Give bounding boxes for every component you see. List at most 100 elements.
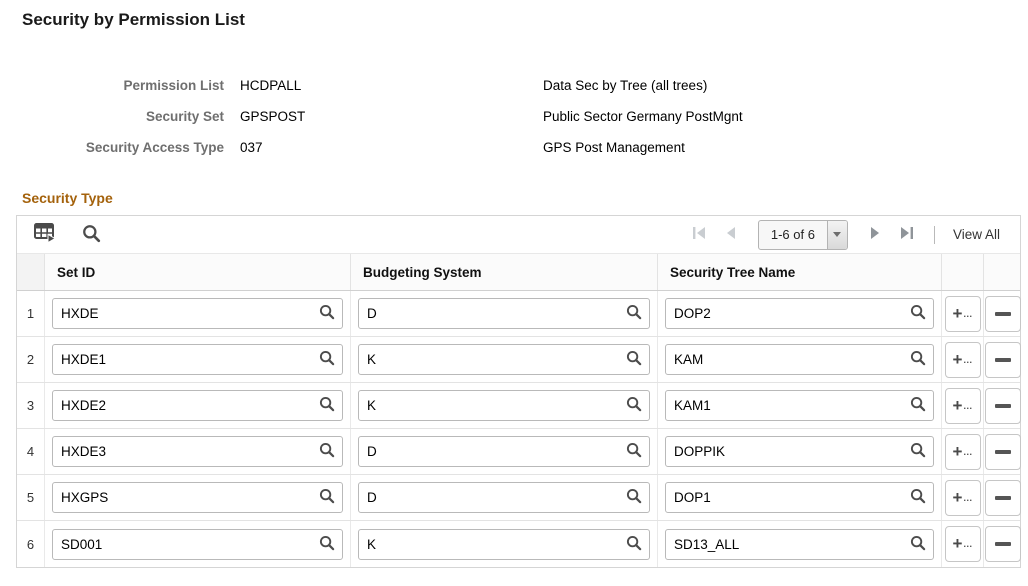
set-id-lookup-button[interactable] [313,531,341,558]
row-number: 4 [26,444,35,459]
minus-icon [995,542,1011,546]
grid-actions-button[interactable] [34,222,56,247]
set-id-input[interactable] [52,482,343,513]
add-row-button[interactable]: +... [944,526,981,562]
security-tree-name-lookup-button[interactable] [904,300,932,327]
grid-header-row: Set ID Budgeting System Security Tree Na… [17,254,1020,291]
security-tree-name-input[interactable] [665,344,934,375]
magnifier-icon [910,396,926,415]
set-id-lookup-button[interactable] [313,300,341,327]
row-number: 5 [26,490,35,505]
budgeting-system-header-label: Budgeting System [363,264,482,280]
magnifier-icon [626,304,642,323]
permission-form: Permission List HCDPALL Data Sec by Tree… [0,70,1028,163]
set-id-input[interactable] [52,528,343,560]
grid-search-button[interactable] [82,224,101,246]
last-page-button[interactable] [890,220,924,250]
first-page-button[interactable] [682,220,716,250]
permission-list-description: Data Sec by Tree (all trees) [543,78,708,93]
last-page-icon [900,227,914,242]
security-tree-name-lookup-button[interactable] [904,392,932,419]
budgeting-system-lookup-button[interactable] [620,392,648,419]
magnifier-icon [910,535,926,554]
delete-row-button[interactable] [985,295,1021,332]
row-number: 6 [26,536,35,552]
previous-page-button[interactable] [716,220,746,250]
delete-row-button[interactable] [985,341,1021,378]
set-id-lookup-button[interactable] [313,484,341,511]
security-tree-name-lookup-button[interactable] [904,531,932,558]
budgeting-system-lookup-button[interactable] [620,438,648,465]
row-number: 3 [26,398,35,413]
magnifier-icon [319,350,335,369]
magnifier-icon [626,488,642,507]
budgeting-system-lookup-button[interactable] [620,484,648,511]
table-row: 2 +... [17,337,1021,383]
set-id-lookup-button[interactable] [313,346,341,373]
delete-row-button[interactable] [985,387,1021,424]
set-id-input[interactable] [52,344,343,375]
budgeting-system-input[interactable] [358,436,650,467]
set-id-input[interactable] [52,436,343,467]
budgeting-system-input[interactable] [358,482,650,513]
delete-row-button[interactable] [985,479,1021,516]
security-access-type-description: GPS Post Management [543,140,685,155]
add-row-button[interactable]: +... [944,479,981,516]
add-row-button[interactable]: +... [944,433,981,470]
minus-icon [995,495,1011,500]
view-all-link[interactable]: View All [941,227,1006,242]
budgeting-system-lookup-button[interactable] [620,300,648,327]
security-type-grid: 1-6 of 6 [16,215,1021,568]
page-range-dropdown[interactable]: 1-6 of 6 [757,219,848,250]
set-id-input[interactable] [52,298,343,329]
budgeting-system-input[interactable] [358,390,650,421]
delete-row-button[interactable] [985,433,1021,470]
next-page-icon [870,227,880,242]
security-tree-name-input[interactable] [665,482,934,513]
minus-icon [995,357,1011,362]
magnifier-icon [910,488,926,507]
row-number: 2 [26,352,35,367]
security-tree-name-input[interactable] [665,436,934,467]
row-number-header [17,254,45,290]
magnifier-icon [626,442,642,461]
search-icon [82,224,101,246]
budgeting-system-input[interactable] [358,344,650,375]
add-row-button[interactable]: +... [944,295,981,332]
page-range-dropdown-button[interactable] [826,220,847,249]
form-row-security-set: Security Set GPSPOST Public Sector Germa… [22,101,1028,132]
magnifier-icon [910,350,926,369]
next-page-button[interactable] [860,220,890,250]
add-row-button[interactable]: +... [944,341,981,378]
delete-column-header [984,254,1022,290]
add-row-button[interactable]: +... [944,387,981,424]
budgeting-system-lookup-button[interactable] [620,531,648,558]
security-type-section-title: Security Type [22,190,113,206]
security-tree-name-input[interactable] [665,390,934,421]
security-tree-name-lookup-button[interactable] [904,484,932,511]
magnifier-icon [626,396,642,415]
minus-icon [995,311,1011,316]
budgeting-system-input[interactable] [358,528,650,560]
security-tree-name-input[interactable] [665,528,934,560]
security-set-value: GPSPOST [240,109,306,124]
security-tree-name-lookup-button[interactable] [904,346,932,373]
security-tree-name-lookup-button[interactable] [904,438,932,465]
page-title: Security by Permission List [22,10,245,29]
row-number: 1 [26,306,35,321]
security-tree-name-header-label: Security Tree Name [670,264,796,280]
pagination-divider [933,225,935,244]
previous-page-icon [726,227,736,242]
first-page-icon [692,227,706,242]
form-row-permission-list: Permission List HCDPALL Data Sec by Tree… [22,70,1028,101]
budgeting-system-lookup-button[interactable] [620,346,648,373]
security-tree-name-input[interactable] [665,298,934,329]
delete-row-button[interactable] [985,526,1021,562]
set-id-input[interactable] [52,390,343,421]
set-id-lookup-button[interactable] [313,438,341,465]
set-id-lookup-button[interactable] [313,392,341,419]
plus-ellipsis-icon: +... [952,487,973,507]
budgeting-system-input[interactable] [358,298,650,329]
plus-ellipsis-icon: +... [952,534,973,553]
table-row: 6 +... [17,521,1021,567]
